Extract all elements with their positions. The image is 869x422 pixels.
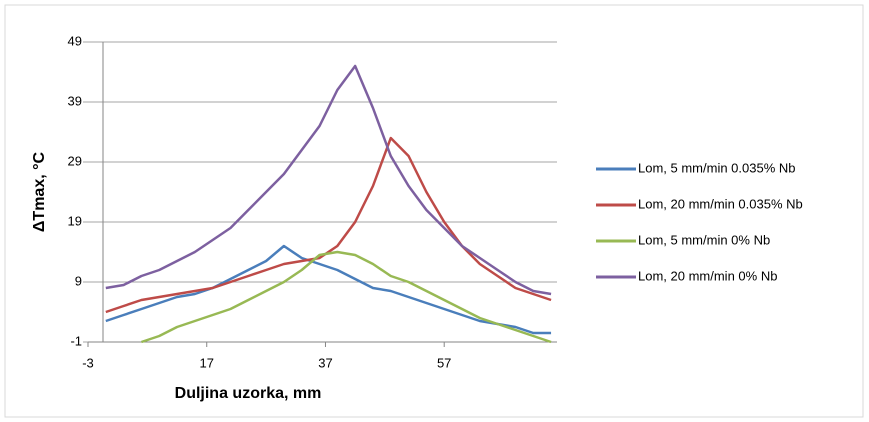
series-line (141, 250, 552, 344)
y-tick-label: 19 (68, 213, 82, 228)
legend-label: Lom, 5 mm/min 0% Nb (638, 232, 770, 247)
legend-label: Lom, 20 mm/min 0.035% Nb (638, 196, 803, 211)
chart-frame (4, 4, 864, 418)
y-tick-label: 39 (68, 93, 82, 108)
x-tick-label: 17 (199, 355, 213, 370)
x-tick-label: 57 (437, 355, 451, 370)
y-tick-label: -1 (70, 333, 82, 348)
y-tick-label: 9 (75, 273, 82, 288)
x-tick-label: 37 (318, 355, 332, 370)
legend-label: Lom, 20 mm/min 0% Nb (638, 268, 777, 283)
y-axis-title: ΔTmax, °C (31, 151, 48, 232)
x-axis-title: Duljina uzorka, mm (175, 385, 322, 402)
series-line (105, 64, 552, 296)
y-tick-label: 29 (68, 153, 82, 168)
legend-label: Lom, 5 mm/min 0.035% Nb (638, 160, 796, 175)
series-line (105, 136, 552, 314)
series-line (105, 244, 552, 335)
y-tick-label: 49 (68, 33, 82, 48)
x-tick-label: -3 (82, 355, 94, 370)
